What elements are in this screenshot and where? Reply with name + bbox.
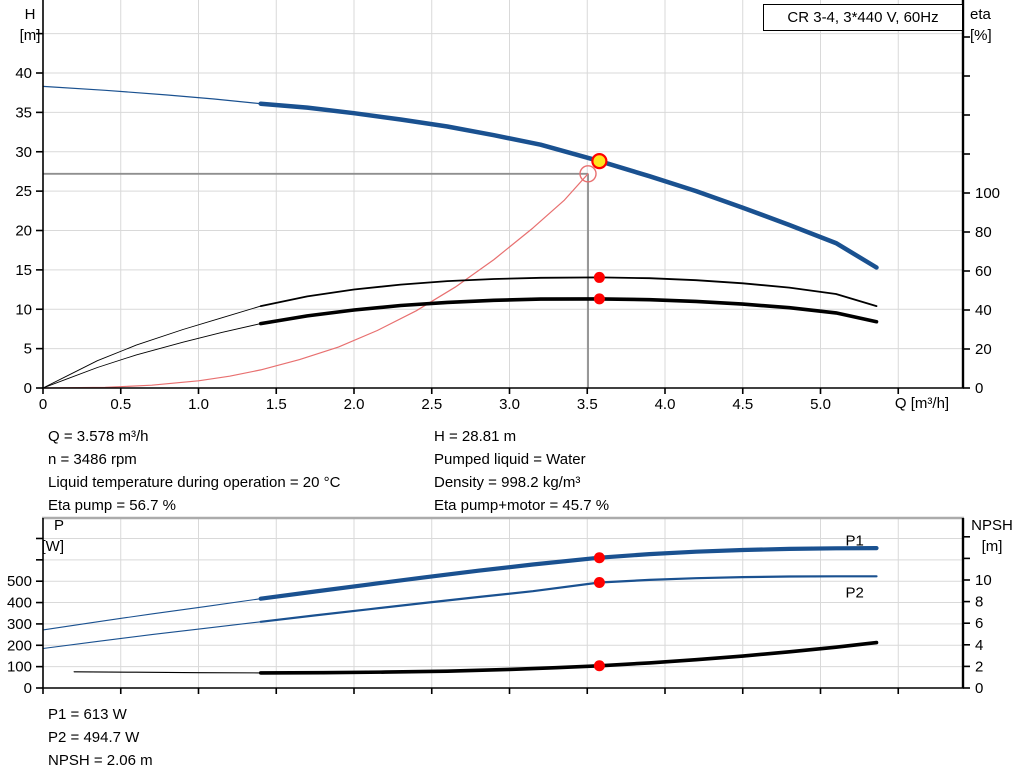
right-tick-label: 100 bbox=[975, 185, 1000, 202]
bottom-tick-label: 2.0 bbox=[344, 396, 365, 413]
h-axis-name: H bbox=[24, 6, 36, 23]
duty-point-dot-marker bbox=[593, 660, 605, 672]
bottom-tick-label: 5.0 bbox=[810, 396, 831, 413]
duty-point-dot-marker bbox=[593, 576, 605, 588]
left-tick-label: 0 bbox=[24, 680, 32, 697]
hq-eta-chart-canvas: 0 5 10 15 20 25 30 35 40 0 20 40 60 80 100 0 0.5 1.0 1.5 2.… bbox=[15, 0, 1000, 413]
bottom-tick-label: 4.0 bbox=[655, 396, 676, 413]
eta-pump-curve bbox=[42, 305, 262, 389]
duty-point-dot-marker bbox=[593, 271, 605, 283]
head-curve bbox=[42, 85, 262, 105]
annotation-p1: P1 = 613 W bbox=[48, 706, 127, 723]
annotation-eta-pump-motor: Eta pump+motor = 45.7 % bbox=[434, 497, 610, 514]
h-axis-unit: [m] bbox=[19, 27, 41, 44]
right-tick-label: 2 bbox=[975, 658, 983, 675]
duty-point-dot-marker bbox=[593, 552, 605, 564]
annotation-p2: P2 = 494.7 W bbox=[48, 729, 140, 746]
right-tick-label: 60 bbox=[975, 263, 992, 280]
p-axis-unit: [W] bbox=[41, 538, 65, 555]
p2-series-label: P2 bbox=[846, 584, 864, 601]
npsh-curve bbox=[73, 671, 262, 674]
annotation-eta-pump: Eta pump = 56.7 % bbox=[48, 497, 176, 514]
right-tick-label: 0 bbox=[975, 380, 983, 397]
annotation-speed: n = 3486 rpm bbox=[48, 451, 137, 468]
bottom-tick-label: 4.5 bbox=[732, 396, 753, 413]
left-tick-label: 25 bbox=[15, 183, 32, 200]
bottom-tick-label: 0 bbox=[39, 396, 47, 413]
npsh-axis-unit-label: NPSH [m] bbox=[965, 515, 1019, 557]
left-tick-label: 400 bbox=[7, 595, 32, 612]
eta-pump-motor-curve bbox=[258, 297, 879, 326]
left-tick-label: 35 bbox=[15, 104, 32, 121]
duty-point-dot-marker bbox=[591, 153, 608, 170]
left-tick-label: 200 bbox=[7, 637, 32, 654]
annotation-npsh: NPSH = 2.06 m bbox=[48, 752, 153, 769]
q-axis-label: Q [m³/h] bbox=[894, 395, 950, 412]
right-tick-label: 8 bbox=[975, 594, 983, 611]
eta-axis-name: eta bbox=[970, 6, 991, 23]
right-tick-label: 20 bbox=[975, 341, 992, 358]
left-tick-label: 10 bbox=[15, 301, 32, 318]
p2-curve bbox=[259, 575, 878, 623]
p2-curve bbox=[42, 621, 262, 650]
right-tick-label: 80 bbox=[975, 224, 992, 241]
bottom-tick-label: 1.5 bbox=[266, 396, 287, 413]
right-tick-label: 40 bbox=[975, 302, 992, 319]
bottom-tick-label: 0.5 bbox=[110, 396, 131, 413]
duty-point-ring-marker bbox=[579, 165, 597, 183]
bottom-tick-label: 3.5 bbox=[577, 396, 598, 413]
left-tick-label: 300 bbox=[7, 616, 32, 633]
bottom-tick-label: 2.5 bbox=[421, 396, 442, 413]
left-tick-label: 15 bbox=[15, 262, 32, 279]
bottom-tick-label: 1.0 bbox=[188, 396, 209, 413]
h-axis-unit-label: H [m] bbox=[12, 4, 48, 46]
left-tick-label: 5 bbox=[24, 341, 32, 358]
p-axis-unit-label: P [W] bbox=[18, 515, 65, 557]
eta-axis-unit-label: eta [%] bbox=[970, 4, 1020, 46]
duty-point-dot-marker bbox=[593, 293, 605, 305]
p1-curve bbox=[42, 598, 262, 631]
right-tick-label: 6 bbox=[975, 615, 983, 632]
left-tick-label: 30 bbox=[15, 144, 32, 161]
left-tick-label: 0 bbox=[24, 380, 32, 397]
right-tick-label: 10 bbox=[975, 572, 992, 589]
annotation-liquid-temp: Liquid temperature during operation = 20… bbox=[48, 474, 341, 491]
npsh-curve bbox=[258, 640, 879, 675]
power-npsh-chart-canvas: P1 P2 0 100 200 300 400 500 0 2 4 6 8 10 bbox=[7, 516, 992, 697]
eta-axis-unit: [%] bbox=[970, 27, 992, 44]
system-curve-curve bbox=[42, 173, 589, 389]
head-curve bbox=[258, 101, 879, 270]
right-tick-label: 0 bbox=[975, 680, 983, 697]
npsh-axis-unit: [m] bbox=[981, 538, 1003, 555]
right-tick-label: 4 bbox=[975, 637, 983, 654]
p1-curve bbox=[258, 545, 879, 601]
bottom-tick-label: 3.0 bbox=[499, 396, 520, 413]
npsh-axis-name: NPSH bbox=[971, 517, 1013, 534]
p-axis-name: P bbox=[53, 517, 64, 534]
p1-series-label: P1 bbox=[846, 533, 864, 550]
left-tick-label: 500 bbox=[7, 573, 32, 590]
left-tick-label: 40 bbox=[15, 65, 32, 82]
pump-model-badge: CR 3-4, 3*440 V, 60Hz bbox=[763, 4, 963, 31]
annotation-q: Q = 3.578 m³/h bbox=[48, 428, 149, 445]
left-tick-label: 100 bbox=[7, 659, 32, 676]
annotation-head: H = 28.81 m bbox=[434, 428, 517, 445]
eta-pump-motor-curve bbox=[42, 323, 262, 389]
left-tick-label: 20 bbox=[15, 223, 32, 240]
eta-pump-curve bbox=[259, 276, 878, 308]
annotation-density: Density = 998.2 kg/m³ bbox=[434, 474, 581, 491]
annotation-pumped-liquid: Pumped liquid = Water bbox=[434, 451, 586, 468]
